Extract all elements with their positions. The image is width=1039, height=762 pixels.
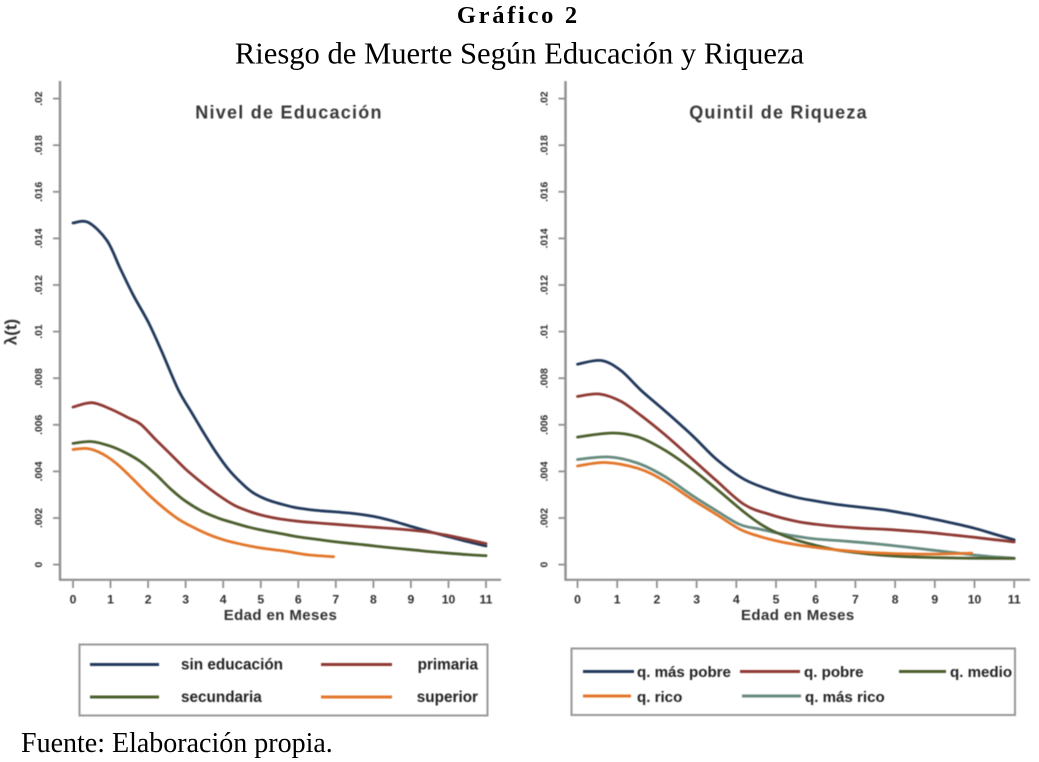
svg-text:4: 4	[733, 593, 740, 607]
svg-text:.002: .002	[540, 508, 551, 528]
svg-text:secundaria: secundaria	[181, 689, 262, 706]
svg-text:4: 4	[220, 593, 227, 607]
svg-text:q. más rico: q. más rico	[805, 689, 885, 706]
svg-text:q. más pobre: q. más pobre	[637, 664, 731, 681]
svg-text:8: 8	[370, 593, 377, 607]
svg-text:0: 0	[540, 561, 551, 567]
svg-text:Edad en Meses: Edad en Meses	[741, 607, 855, 624]
svg-text:7: 7	[332, 593, 339, 607]
svg-text:Riesgo de Muerte Según Educaci: Riesgo de Muerte Según Educación y Rique…	[235, 37, 805, 71]
svg-text:.02: .02	[34, 91, 45, 106]
svg-text:3: 3	[182, 593, 189, 607]
svg-text:.012: .012	[34, 275, 45, 295]
svg-text:1: 1	[614, 593, 621, 607]
svg-text:2: 2	[145, 593, 152, 607]
svg-text:10: 10	[968, 593, 982, 607]
svg-text:1: 1	[107, 593, 114, 607]
svg-text:.008: .008	[34, 368, 45, 388]
svg-text:.014: .014	[34, 228, 45, 248]
svg-text:q. pobre: q. pobre	[804, 664, 864, 681]
svg-text:.02: .02	[540, 91, 551, 106]
svg-text:Fuente: Elaboración propia.: Fuente: Elaboración propia.	[21, 728, 333, 759]
svg-text:.014: .014	[540, 228, 551, 248]
svg-text:primaria: primaria	[418, 657, 479, 674]
svg-text:q. medio: q. medio	[950, 664, 1012, 681]
svg-text:10: 10	[442, 593, 456, 607]
svg-text:3: 3	[693, 593, 700, 607]
svg-text:7: 7	[852, 593, 859, 607]
svg-text:.006: .006	[34, 415, 45, 435]
svg-text:2: 2	[654, 593, 661, 607]
svg-text:λ(t): λ(t)	[2, 319, 21, 345]
svg-text:5: 5	[773, 593, 780, 607]
svg-text:.012: .012	[540, 275, 551, 295]
svg-text:.008: .008	[540, 368, 551, 388]
svg-text:.016: .016	[34, 182, 45, 202]
svg-text:Edad en Meses: Edad en Meses	[224, 607, 338, 624]
svg-text:.016: .016	[540, 182, 551, 202]
svg-text:.004: .004	[540, 461, 551, 481]
svg-text:11: 11	[1008, 593, 1021, 607]
svg-text:.01: .01	[34, 324, 45, 339]
svg-text:q. rico: q. rico	[637, 689, 682, 706]
svg-text:Nivel de Educación: Nivel de Educación	[195, 103, 383, 123]
svg-text:sin educación: sin educación	[181, 657, 283, 674]
svg-text:0: 0	[34, 561, 45, 567]
svg-text:11: 11	[480, 593, 493, 607]
svg-text:9: 9	[408, 593, 415, 607]
svg-text:.01: .01	[540, 324, 551, 339]
svg-text:Gráfico 2: Gráfico 2	[457, 2, 580, 29]
svg-text:0: 0	[70, 593, 77, 607]
svg-text:6: 6	[295, 593, 302, 607]
svg-text:8: 8	[892, 593, 899, 607]
svg-text:.002: .002	[34, 508, 45, 528]
svg-text:9: 9	[931, 593, 938, 607]
svg-text:6: 6	[812, 593, 819, 607]
svg-text:5: 5	[257, 593, 264, 607]
svg-text:.018: .018	[34, 135, 45, 155]
svg-text:.018: .018	[540, 135, 551, 155]
svg-text:.006: .006	[540, 415, 551, 435]
svg-text:Quintil de Riqueza: Quintil de Riqueza	[689, 103, 868, 123]
svg-text:0: 0	[574, 593, 581, 607]
svg-text:.004: .004	[34, 461, 45, 481]
svg-text:superior: superior	[417, 689, 478, 706]
